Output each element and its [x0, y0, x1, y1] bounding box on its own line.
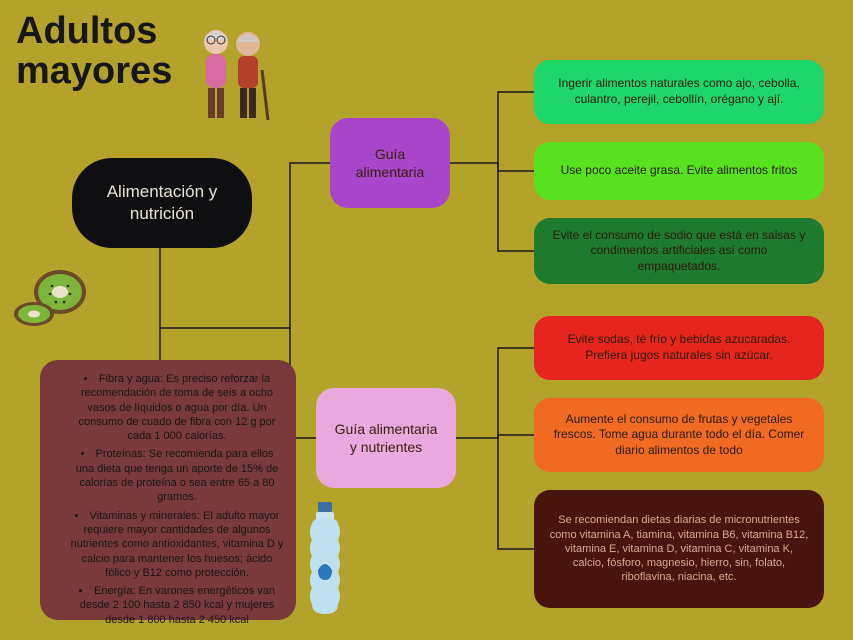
- leaf-avoid-sodas: Evite sodas, té frío y bebidas azucarada…: [534, 316, 824, 380]
- water-bottle-icon: [300, 500, 350, 620]
- guia2-label: Guía alimentaria y nutrientes: [330, 420, 442, 456]
- details-bullet: Fibra y agua: Es preciso reforzar la rec…: [70, 372, 284, 443]
- details-bullet: Energía: En varones energéticos van desd…: [70, 584, 284, 627]
- g1c-label: Evite el consumo de sodio que está en sa…: [548, 228, 810, 275]
- leaf-micronutrients: Se recomiendan dietas diarias de micronu…: [534, 490, 824, 608]
- g2a-label: Evite sodas, té frío y bebidas azucarada…: [548, 332, 810, 363]
- elderly-couple-icon: [186, 20, 276, 130]
- g2c-label: Se recomiendan dietas diarias de micronu…: [548, 513, 810, 584]
- details-bullet: Vitaminas y minerales: El adulto mayor r…: [70, 509, 284, 580]
- leaf-low-oil: Use poco aceite grasa. Evite alimentos f…: [534, 142, 824, 200]
- root-label: Alimentación y nutrición: [86, 181, 238, 225]
- branch-guia-nutrientes: Guía alimentaria y nutrientes: [316, 388, 456, 488]
- branch-guia-alimentaria: Guía alimentaria: [330, 118, 450, 208]
- kiwi-icon: [12, 262, 92, 332]
- g2b-label: Aumente el consumo de frutas y vegetales…: [548, 412, 810, 459]
- root-node: Alimentación y nutrición: [72, 158, 252, 248]
- leaf-natural-foods: Ingerir alimentos naturales como ajo, ce…: [534, 60, 824, 124]
- guia1-label: Guía alimentaria: [344, 145, 436, 181]
- details-panel: Fibra y agua: Es preciso reforzar la rec…: [40, 360, 296, 620]
- g1b-label: Use poco aceite grasa. Evite alimentos f…: [561, 163, 798, 179]
- details-bullets: Fibra y agua: Es preciso reforzar la rec…: [52, 372, 284, 631]
- leaf-fruits-veg: Aumente el consumo de frutas y vegetales…: [534, 398, 824, 472]
- leaf-avoid-sodium: Evite el consumo de sodio que está en sa…: [534, 218, 824, 284]
- g1a-label: Ingerir alimentos naturales como ajo, ce…: [548, 76, 810, 107]
- details-bullet: Proteínas: Se recomienda para ellos una …: [70, 447, 284, 504]
- infographic-canvas: Adultos mayores: [0, 0, 853, 640]
